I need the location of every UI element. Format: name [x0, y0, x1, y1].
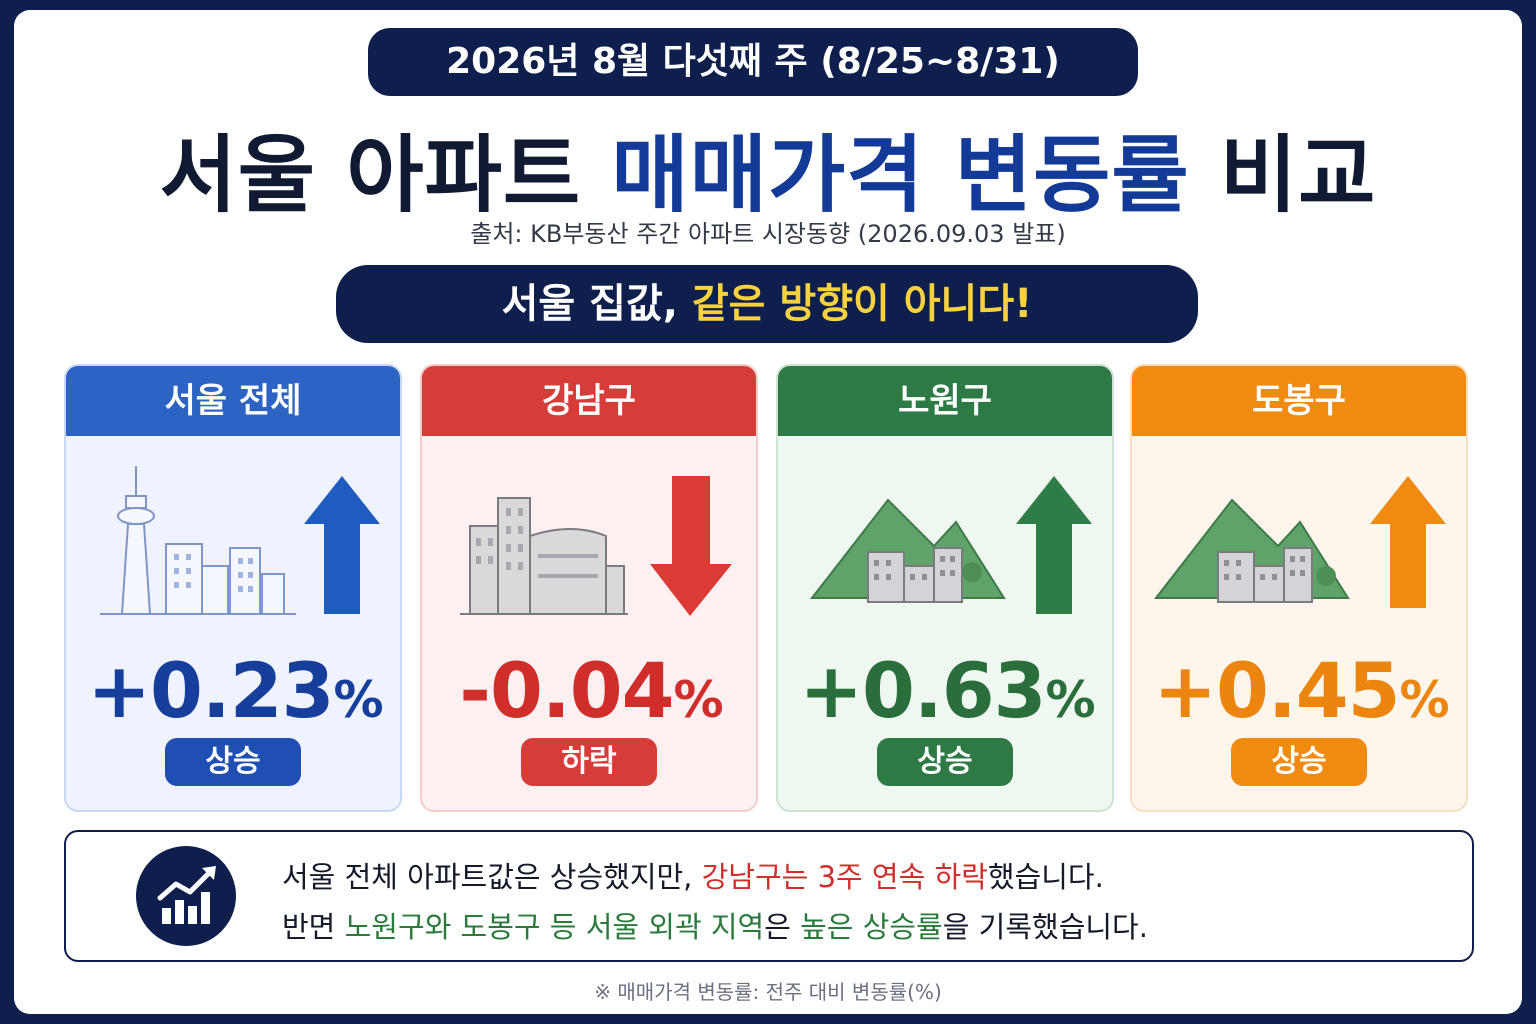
status-badge: 상승: [877, 738, 1013, 786]
status-badge: 하락: [521, 738, 657, 786]
summary-text-segment: 했습니다.: [987, 860, 1104, 894]
mountain-apartments-icon: [809, 476, 1092, 614]
summary-text-segment: 서울 전체 아파트값은 상승했지만,: [282, 860, 702, 894]
card-value-number: +0.23: [87, 646, 334, 735]
gangnam-buildings-icon: [460, 476, 732, 616]
headline-part1: 서울 집값,: [501, 281, 692, 327]
arrow-up-icon: [1016, 476, 1092, 614]
card-value-number: +0.63: [799, 646, 1046, 735]
card-value-number: -0.04: [459, 646, 674, 735]
card-value-number: +0.45: [1153, 646, 1400, 735]
summary-text: 서울 전체 아파트값은 상승했지만, 강남구는 3주 연속 하락했습니다. 반면…: [282, 852, 1148, 952]
summary-highlight-green: 노원구와 도봉구 등 서울 외곽 지역: [344, 910, 765, 944]
summary-text-segment: 은: [764, 910, 801, 944]
card-change-value: +0.23%: [66, 646, 400, 735]
status-badge: 상승: [165, 738, 301, 786]
card-seoul-total: 서울 전체 +0.23% 상승: [64, 364, 402, 812]
card-change-value: +0.63%: [778, 646, 1112, 735]
title-highlight: 매매가격 변동률: [611, 126, 1190, 224]
card-value-unit: %: [1399, 671, 1450, 729]
title-part2: 비교: [1189, 126, 1377, 224]
arrow-up-icon: [304, 476, 380, 614]
card-region-name: 도봉구: [1132, 366, 1466, 436]
summary-line-2: 반면 노원구와 도봉구 등 서울 외곽 지역은 높은 상승률을 기록했습니다.: [282, 902, 1148, 952]
arrow-down-icon: [650, 476, 732, 616]
card-nowon: 노원구 +0.63% 상승: [776, 364, 1114, 812]
summary-text-segment: 을 기록했습니다.: [942, 910, 1148, 944]
date-range-pill: 2026년 8월 다섯째 주 (8/25~8/31): [368, 28, 1138, 96]
title-part1: 서울 아파트: [159, 126, 612, 224]
card-region-name: 서울 전체: [66, 366, 400, 436]
summary-text-segment: 반면: [282, 910, 345, 944]
card-region-name: 강남구: [422, 366, 756, 436]
seoul-tower-skyline-icon: [100, 466, 380, 615]
card-value-unit: %: [673, 671, 723, 729]
growth-chart-icon: [136, 846, 236, 946]
card-region-name: 노원구: [778, 366, 1112, 436]
arrow-up-icon: [1370, 476, 1446, 608]
card-gangnam: 강남구 -0.04% 하락: [420, 364, 758, 812]
headline-highlight: 같은 방향이 아니다!: [691, 281, 1033, 327]
summary-highlight-red: 강남구는 3주 연속 하락: [701, 860, 988, 894]
card-dobong: 도봉구 +0.45% 상승: [1130, 364, 1468, 812]
card-value-unit: %: [333, 671, 384, 729]
card-change-value: +0.45%: [1132, 646, 1466, 735]
card-value-unit: %: [1045, 671, 1096, 729]
headline-pill: 서울 집값, 같은 방향이 아니다!: [336, 265, 1198, 343]
mountain-apartments-icon: [1153, 476, 1446, 608]
summary-highlight-green: 높은 상승률: [800, 910, 943, 944]
status-badge: 상승: [1231, 738, 1367, 786]
page-title: 서울 아파트 매매가격 변동률 비교: [0, 108, 1536, 229]
summary-box: 서울 전체 아파트값은 상승했지만, 강남구는 3주 연속 하락했습니다. 반면…: [64, 830, 1474, 962]
summary-line-1: 서울 전체 아파트값은 상승했지만, 강남구는 3주 연속 하락했습니다.: [282, 852, 1148, 902]
source-note: 출처: KB부동산 주간 아파트 시장동향 (2026.09.03 발표): [470, 220, 1066, 248]
card-change-value: -0.04%: [422, 646, 756, 735]
footnote: ※ 매매가격 변동률: 전주 대비 변동률(%): [594, 980, 942, 1004]
